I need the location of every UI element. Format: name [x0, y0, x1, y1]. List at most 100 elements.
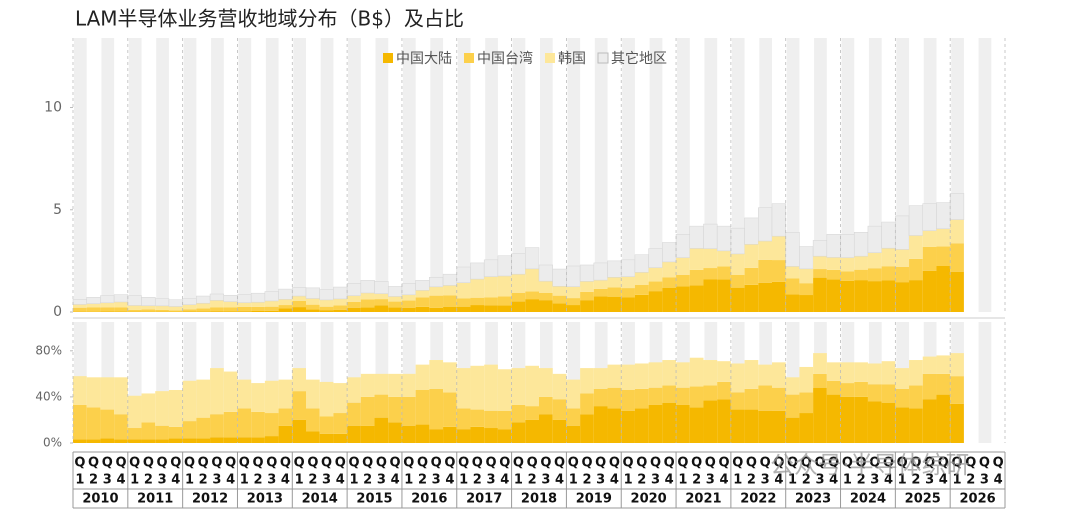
- bar-segment: [881, 384, 896, 403]
- bar-segment: [210, 437, 224, 443]
- bar-segment: [511, 368, 526, 405]
- bar-segment: [168, 426, 183, 439]
- bar-segment: [196, 295, 211, 304]
- year-label: 2023: [795, 492, 831, 507]
- x-tick-label: Q: [856, 456, 867, 471]
- bar-segment: [388, 422, 402, 443]
- bar-segment: [429, 429, 444, 443]
- y-tick-label: 5: [53, 202, 62, 218]
- bar-segment: [168, 299, 183, 307]
- bar-segment: [881, 402, 896, 443]
- stripe: [156, 38, 169, 312]
- bar-segment: [319, 433, 334, 443]
- bar-segment: [155, 305, 169, 310]
- x-tick-label: 4: [116, 473, 125, 488]
- bar-segment: [580, 414, 594, 443]
- bar-segment: [662, 402, 677, 443]
- bar-segment: [826, 269, 841, 280]
- bar-segment: [895, 368, 910, 389]
- x-tick-label: Q: [417, 456, 428, 471]
- bar-segment: [881, 280, 896, 312]
- bar-segment: [785, 417, 800, 443]
- bar-segment: [703, 268, 718, 280]
- x-tick-label: Q: [760, 456, 771, 471]
- bar-segment: [484, 276, 498, 298]
- bar-segment: [525, 291, 539, 300]
- bar-segment: [675, 234, 691, 258]
- bar-segment: [758, 207, 773, 242]
- bar-segment: [922, 399, 937, 443]
- x-tick-label: Q: [458, 456, 469, 471]
- bar-segment: [333, 383, 348, 414]
- x-tick-label: 1: [295, 473, 304, 488]
- x-tick-label: 2: [692, 473, 701, 488]
- bar-segment: [264, 306, 279, 311]
- bar-segment: [443, 426, 457, 443]
- bar-segment: [840, 257, 855, 272]
- year-label: 2011: [137, 492, 173, 507]
- bar-segment: [758, 259, 772, 283]
- bar-segment: [127, 428, 142, 440]
- x-tick-label: 2: [528, 473, 537, 488]
- bar-segment: [251, 302, 265, 307]
- bar-segment: [470, 279, 485, 298]
- bar-segment: [347, 295, 361, 302]
- bar-segment: [772, 236, 786, 261]
- bar-segment: [168, 306, 183, 311]
- bar-segment: [593, 296, 608, 312]
- bar-segment: [922, 270, 937, 312]
- bar-segment: [401, 373, 416, 397]
- bar-segment: [744, 267, 759, 285]
- bar-segment: [922, 230, 937, 247]
- x-tick-label: Q: [348, 456, 359, 471]
- bar-segment: [415, 290, 430, 298]
- stripe: [101, 38, 115, 312]
- bar-segment: [155, 391, 169, 426]
- bar-segment: [168, 438, 183, 443]
- x-tick-label: 3: [212, 473, 221, 488]
- bar-segment: [950, 219, 964, 244]
- x-tick-label: Q: [184, 456, 195, 471]
- bar-segment: [443, 392, 457, 427]
- bar-segment: [689, 386, 704, 408]
- bar-segment: [648, 281, 663, 292]
- bar-segment: [401, 396, 416, 426]
- bar-segment: [840, 362, 855, 384]
- bar-segment: [593, 288, 608, 297]
- bar-segment: [127, 395, 142, 429]
- year-label: 2022: [740, 492, 776, 507]
- bar-segment: [484, 297, 498, 306]
- x-tick-label: Q: [938, 456, 949, 471]
- x-tick-label: 1: [459, 473, 468, 488]
- bar-segment: [799, 246, 814, 270]
- x-tick-label: 2: [857, 473, 866, 488]
- x-tick-label: Q: [828, 456, 839, 471]
- bar-segment: [223, 371, 238, 412]
- bar-segment: [223, 411, 238, 438]
- bar-segment: [552, 419, 567, 443]
- stripe: [540, 38, 553, 312]
- bar-segment: [593, 368, 608, 389]
- bar-segment: [826, 380, 841, 395]
- x-tick-label: 2: [89, 473, 98, 488]
- bar-segment: [525, 419, 539, 443]
- x-tick-label: 1: [514, 473, 523, 488]
- bar-segment: [100, 377, 115, 410]
- x-tick-label: Q: [595, 456, 606, 471]
- bar-segment: [141, 297, 156, 306]
- bar-segment: [388, 373, 402, 397]
- bar-segment: [895, 282, 910, 312]
- bar-segment: [127, 295, 142, 306]
- bar-segment: [621, 276, 635, 289]
- x-tick-label: Q: [910, 456, 921, 471]
- stripe: [978, 38, 992, 312]
- bar-segment: [196, 308, 211, 312]
- bar-segment: [114, 439, 128, 443]
- bar-segment: [210, 311, 224, 312]
- x-tick-label: 2: [966, 473, 975, 488]
- bar-segment: [525, 247, 540, 270]
- bar-segment: [223, 307, 238, 312]
- stripe: [594, 38, 608, 312]
- bar-segment: [799, 295, 814, 312]
- bar-segment: [895, 388, 910, 408]
